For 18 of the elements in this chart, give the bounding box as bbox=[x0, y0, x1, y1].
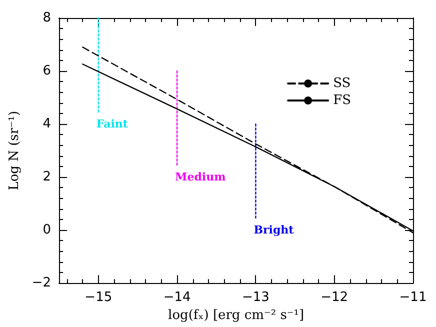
y-tick-label: 6 bbox=[42, 64, 52, 79]
y-tick-label: 4 bbox=[42, 116, 52, 132]
series-label: Medium bbox=[175, 170, 226, 184]
y-tick-label: 8 bbox=[42, 10, 52, 26]
y-axis-title: Log N (sr⁻¹) bbox=[7, 110, 22, 190]
x-tick-label: −12 bbox=[320, 290, 348, 306]
series-label: Bright bbox=[254, 223, 295, 236]
x-axis-title: log(fₓ) [erg cm⁻² s⁻¹] bbox=[168, 308, 304, 323]
legend-label: SS bbox=[333, 76, 351, 91]
x-tick-label: −14 bbox=[163, 290, 191, 306]
x-tick-label: −11 bbox=[399, 290, 427, 306]
legend-label: FS bbox=[333, 93, 352, 108]
y-tick-label: −2 bbox=[32, 276, 52, 291]
x-tick-label: −13 bbox=[242, 290, 270, 306]
y-tick-label: 2 bbox=[42, 170, 52, 185]
y-tick-label: 0 bbox=[42, 222, 52, 238]
x-tick-label: −15 bbox=[84, 290, 112, 306]
series-label: Faint bbox=[96, 117, 129, 130]
